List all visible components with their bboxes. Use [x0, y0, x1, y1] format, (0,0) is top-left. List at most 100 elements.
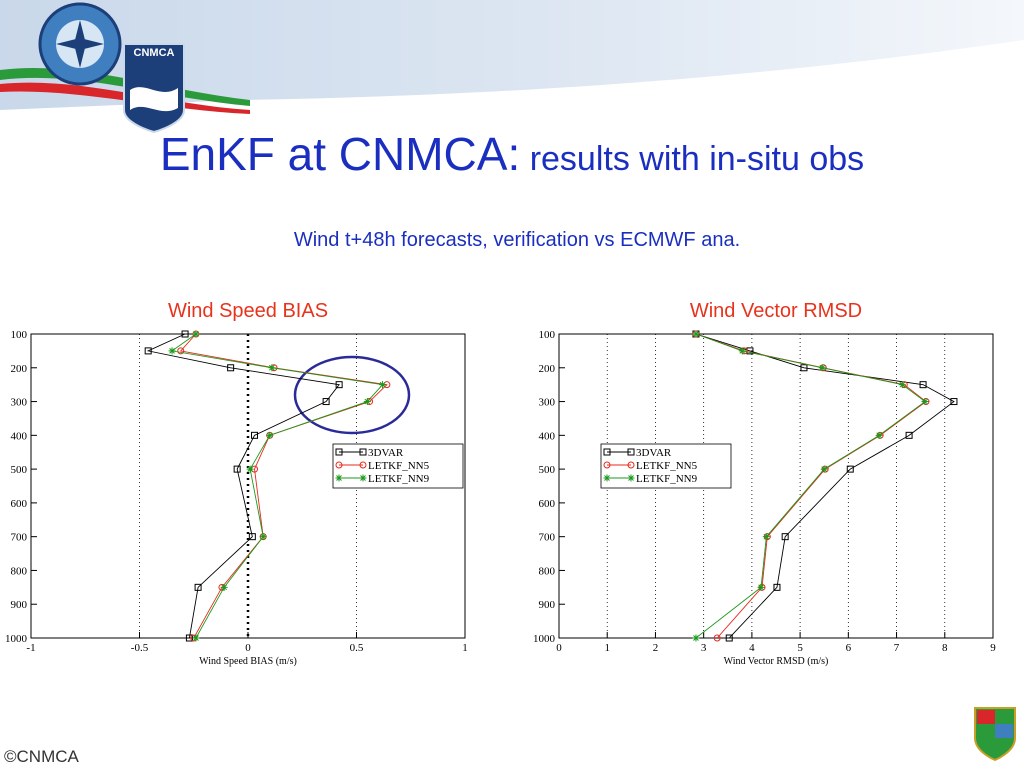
marker [251, 431, 259, 439]
logo-wave [130, 87, 178, 112]
y-tick-label: 800 [11, 565, 28, 577]
x-tick-label: 1 [462, 642, 468, 654]
legend-label: LETKF_NN9 [636, 473, 698, 485]
marker [335, 461, 343, 469]
x-tick-label: 0.5 [350, 642, 364, 654]
marker [818, 364, 826, 372]
marker [359, 448, 367, 456]
marker [757, 583, 765, 591]
y-tick-label: 600 [11, 498, 28, 510]
marker [227, 364, 235, 372]
marker [627, 448, 635, 456]
legend-label: LETKF_NN9 [368, 473, 430, 485]
y-tick-label: 100 [539, 329, 556, 341]
y-tick-label: 300 [11, 397, 28, 409]
marker [846, 465, 854, 473]
marker [603, 461, 611, 469]
y-tick-label: 700 [11, 532, 28, 544]
marker [820, 465, 828, 473]
x-axis-label: Wind Speed BIAS (m/s) [199, 656, 297, 667]
marker [168, 347, 176, 355]
marker [259, 533, 267, 541]
emblem-part [977, 710, 995, 724]
y-tick-label: 200 [539, 363, 556, 375]
marker [725, 634, 733, 642]
marker [379, 381, 387, 389]
y-tick-label: 500 [11, 464, 28, 476]
y-tick-label: 900 [539, 599, 556, 611]
logo-text: CNMCA [134, 47, 175, 59]
legend-label: LETKF_NN5 [636, 460, 698, 472]
x-tick-label: 0 [245, 642, 251, 654]
emblem-part [995, 724, 1013, 738]
header-band [0, 0, 1024, 110]
x-tick-label: 4 [749, 642, 755, 654]
marker [950, 398, 958, 406]
y-tick-label: 800 [539, 565, 556, 577]
x-tick-label: -0.5 [131, 642, 149, 654]
x-tick-label: 5 [797, 642, 803, 654]
y-tick-label: 600 [539, 498, 556, 510]
legend-box [600, 443, 732, 489]
marker [144, 347, 152, 355]
marker [762, 533, 770, 541]
footer: ©CNMCA [4, 747, 80, 766]
series-line [695, 333, 955, 639]
x-tick-label: 0 [556, 642, 562, 654]
legend-label: LETKF_NN5 [368, 460, 430, 472]
marker [898, 381, 906, 389]
marker [905, 431, 913, 439]
marker [603, 474, 611, 482]
marker [322, 398, 330, 406]
legend-label: 3DVAR [368, 447, 404, 459]
marker [246, 465, 254, 473]
marker [692, 330, 700, 338]
logo-star [56, 20, 104, 68]
x-tick-label: 7 [894, 642, 900, 654]
marker [266, 431, 274, 439]
marker [359, 461, 367, 469]
x-axis-label: Wind Vector RMSD (m/s) [724, 656, 829, 667]
marker [359, 474, 367, 482]
marker [773, 583, 781, 591]
y-tick-label: 900 [11, 599, 28, 611]
x-tick-label: 1 [604, 642, 610, 654]
marker [194, 583, 202, 591]
marker [627, 474, 635, 482]
marker [268, 364, 276, 372]
marker [177, 347, 185, 355]
y-tick-label: 400 [539, 430, 556, 442]
marker [185, 634, 193, 642]
chart-title: Wind Speed BIAS [168, 300, 328, 322]
y-tick-label: 400 [11, 430, 28, 442]
y-tick-label: 300 [539, 397, 556, 409]
series-line [170, 333, 384, 639]
series-line [695, 333, 926, 639]
marker [192, 634, 200, 642]
x-tick-label: -1 [26, 642, 35, 654]
marker [603, 448, 611, 456]
marker [738, 347, 746, 355]
x-tick-label: 8 [942, 642, 948, 654]
y-tick-label: 1000 [5, 633, 28, 645]
title-main: EnKF at CNMCA: [160, 128, 520, 180]
marker [248, 533, 256, 541]
marker [192, 330, 200, 338]
title-rest: results with in-situ obs [520, 140, 864, 178]
marker [781, 533, 789, 541]
series-line [146, 333, 340, 639]
highlight-ellipse [293, 355, 411, 435]
marker [181, 330, 189, 338]
marker [713, 634, 721, 642]
marker [800, 364, 808, 372]
marker [363, 398, 371, 406]
x-tick-label: 3 [701, 642, 707, 654]
legend-label: 3DVAR [636, 447, 672, 459]
marker [220, 583, 228, 591]
y-tick-label: 100 [11, 329, 28, 341]
x-tick-label: 2 [653, 642, 659, 654]
marker [919, 381, 927, 389]
marker [335, 381, 343, 389]
